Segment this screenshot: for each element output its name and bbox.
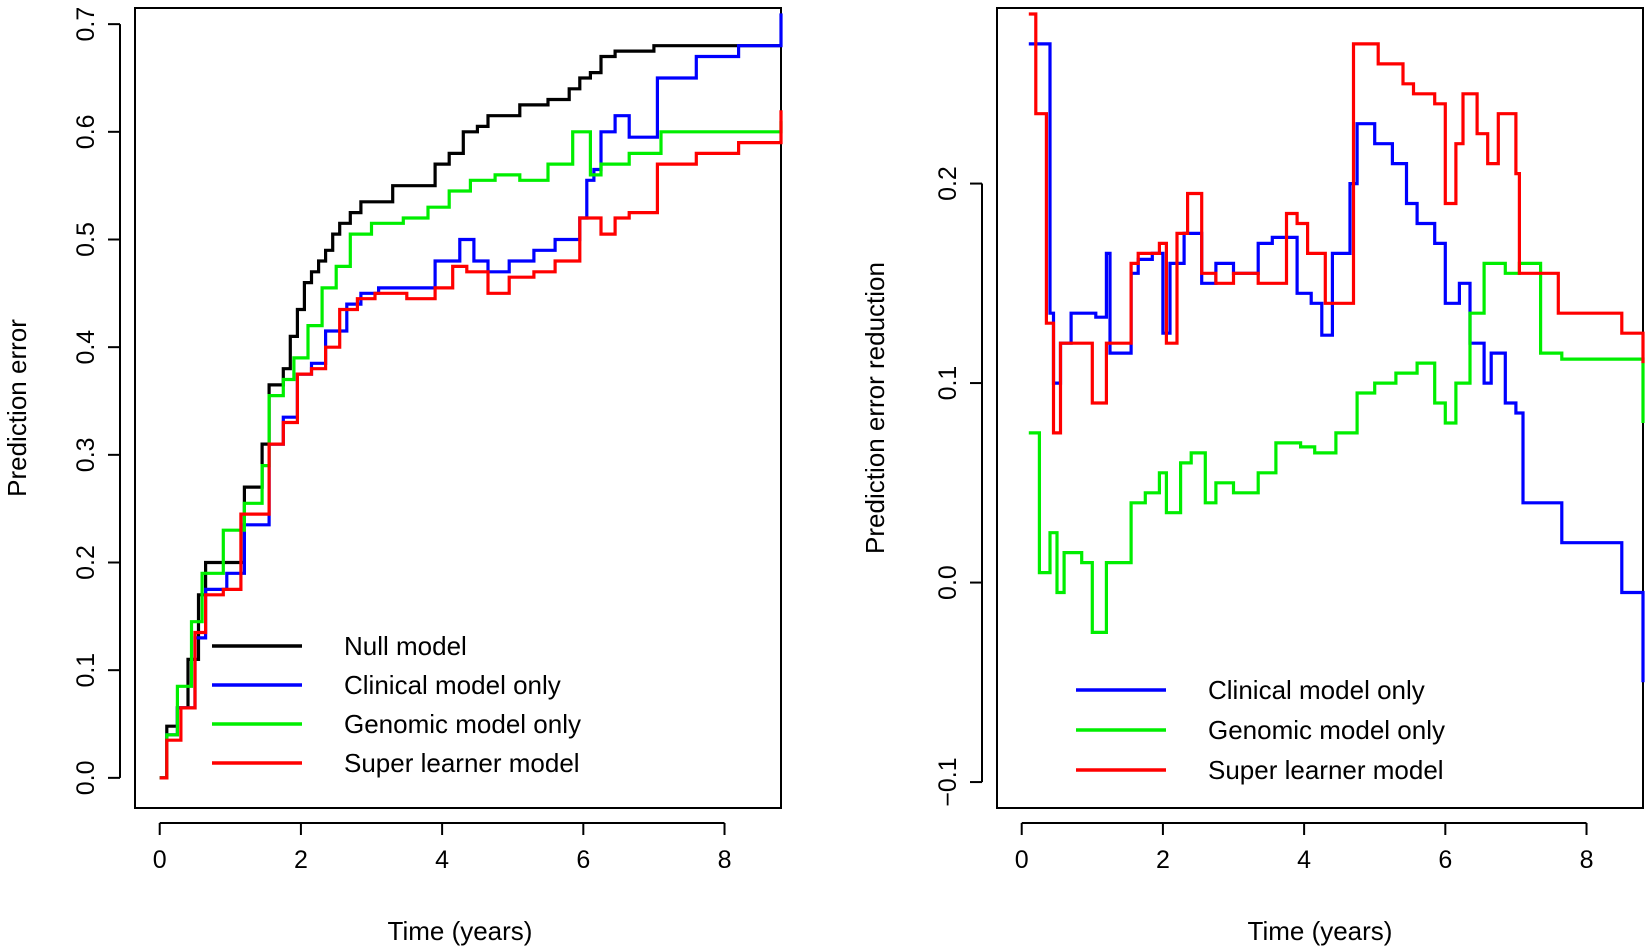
x-tick-label: 0 — [153, 846, 167, 874]
x-tick-label: 0 — [1015, 846, 1029, 874]
y-axis-label: Prediction error — [2, 319, 32, 497]
x-axis-label: Time (years) — [1248, 916, 1393, 946]
y-axis: −0.1 0.0 0.1 0.2 — [934, 166, 983, 807]
y-tick-label: 0.0 — [934, 565, 962, 600]
x-tick-label: 6 — [576, 846, 590, 874]
x-tick-label: 4 — [1297, 846, 1311, 874]
y-tick-label: 0.4 — [72, 330, 100, 365]
legend-super-label: Super learner model — [344, 748, 580, 778]
x-tick-label: 4 — [435, 846, 449, 874]
y-tick-label: 0.3 — [72, 437, 100, 472]
legend-genomic-label: Genomic model only — [1208, 715, 1445, 745]
legend-super-label: Super learner model — [1208, 755, 1444, 785]
x-tick-label: 2 — [1156, 846, 1170, 874]
y-axis: 0.0 0.1 0.2 0.3 0.4 0.5 0.6 0.7 — [72, 7, 121, 795]
x-axis: 0 2 4 6 8 — [153, 822, 732, 874]
series-null-line — [159, 44, 781, 780]
x-tick-label: 8 — [1580, 846, 1594, 874]
prediction-error-panel: 0 2 4 6 8 0.0 0.1 0.2 0.3 0.4 0.5 0.6 0.7 Time (yea… — [2, 7, 783, 946]
series-lines — [1028, 12, 1645, 683]
series-clinical-line — [1028, 42, 1645, 683]
legend-clinical-label: Clinical model only — [344, 670, 561, 700]
series-lines — [159, 13, 783, 780]
legend: Clinical model only Genomic model only Sup… — [1076, 675, 1445, 785]
legend-null-label: Null model — [344, 631, 467, 661]
plot-frame — [134, 7, 782, 809]
y-axis-label: Prediction error reduction — [860, 262, 890, 554]
series-super-line — [159, 110, 783, 780]
prediction-error-reduction-panel: 0 2 4 6 8 −0.1 0.0 0.1 0.2 Time (years) Predict… — [860, 7, 1645, 946]
legend-clinical-label: Clinical model only — [1208, 675, 1425, 705]
y-tick-label: 0.2 — [72, 545, 100, 580]
y-tick-label: 0.1 — [934, 366, 962, 401]
y-tick-label: 0.2 — [934, 166, 962, 201]
series-genomic-line — [159, 121, 783, 780]
x-tick-label: 2 — [294, 846, 308, 874]
y-tick-label: 0.7 — [72, 7, 100, 42]
y-tick-label: 0.1 — [72, 653, 100, 688]
series-super-line — [1028, 12, 1645, 435]
series-clinical-line — [159, 13, 783, 780]
x-tick-label: 8 — [718, 846, 732, 874]
y-tick-label: 0.6 — [72, 114, 100, 149]
x-axis-label: Time (years) — [388, 916, 533, 946]
x-tick-label: 6 — [1438, 846, 1452, 874]
x-axis: 0 2 4 6 8 — [1015, 822, 1594, 874]
y-tick-label: 0.5 — [72, 222, 100, 257]
y-tick-label: −0.1 — [934, 757, 962, 806]
legend: Null model Clinical model only Genomic mod… — [212, 631, 581, 778]
y-tick-label: 0.0 — [72, 760, 100, 795]
legend-genomic-label: Genomic model only — [344, 709, 581, 739]
series-genomic-line — [1028, 261, 1645, 634]
